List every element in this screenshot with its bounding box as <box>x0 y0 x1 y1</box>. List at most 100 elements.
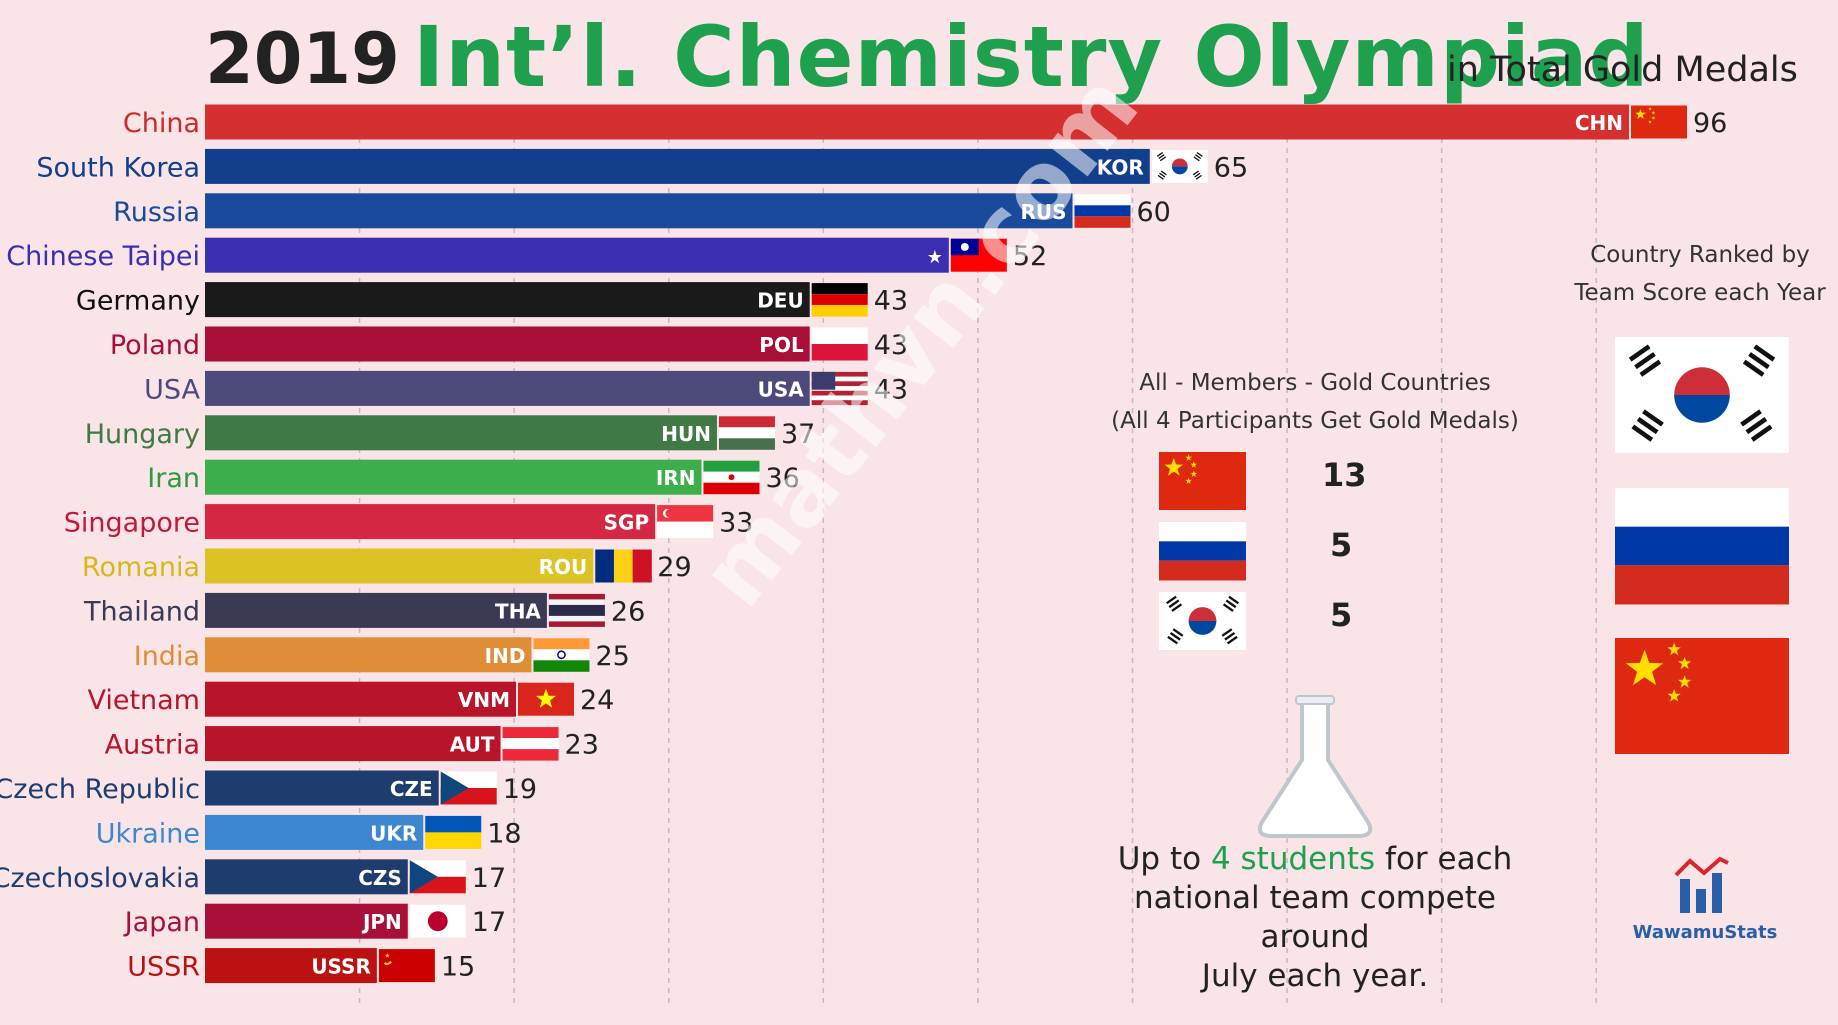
vnm-flag-icon <box>518 682 574 716</box>
bar-row: Czechoslovakia CZS 17 <box>0 859 506 895</box>
country-code-label: CHN <box>1575 111 1623 135</box>
country-code-label: RUS <box>1020 200 1066 224</box>
bar <box>205 814 424 850</box>
bar-row: Thailand THA 26 <box>83 592 645 628</box>
value-label: 15 <box>441 952 475 983</box>
amg-count-chn: 13 <box>1322 456 1367 494</box>
chart-subtitle: in Total Gold Medals <box>1447 50 1798 90</box>
amg-title-line2: (All 4 Participants Get Gold Medals) <box>1111 408 1519 434</box>
bar-row: Ukraine UKR 18 <box>96 814 522 850</box>
rou-flag-icon <box>595 549 652 583</box>
kor-flag-icon <box>1151 149 1208 183</box>
country-code-label: CZS <box>358 866 402 890</box>
country-code-label: AUT <box>450 733 495 757</box>
pol-flag-icon <box>811 327 868 361</box>
country-code-label: THA <box>495 599 541 623</box>
category-label: Singapore <box>64 508 200 539</box>
bar-row: Singapore SGP 33 <box>64 504 753 540</box>
side-caption-line2: Team Score each Year <box>1574 280 1826 306</box>
category-label: Ukraine <box>96 818 200 849</box>
bar-row: Czech Republic CZE 19 <box>0 770 537 806</box>
kor-flag-icon <box>1615 337 1789 453</box>
amg-count-kor: 5 <box>1330 596 1353 634</box>
bar <box>205 903 408 939</box>
bar <box>205 592 547 628</box>
category-label: Iran <box>147 463 200 494</box>
value-label: 23 <box>565 730 599 761</box>
country-code-label: POL <box>759 333 804 357</box>
rus-flag-icon <box>1159 522 1246 581</box>
bar <box>205 548 594 584</box>
rus-flag-icon <box>1615 488 1789 605</box>
country-code-label: ROU <box>539 555 588 579</box>
ind-flag-icon <box>533 638 590 672</box>
category-label: Thailand <box>83 596 200 627</box>
twn-flag-icon <box>950 238 1007 272</box>
country-code-label: USSR <box>311 955 371 979</box>
all-members-gold-title: All - Members - Gold Countries (All 4 Pa… <box>1100 364 1530 440</box>
amg-count-rus: 5 <box>1330 526 1353 564</box>
deu-flag-icon <box>811 283 868 317</box>
note-line1-suffix: for each <box>1375 841 1513 877</box>
note-line1-prefix: Up to <box>1117 841 1211 877</box>
bar-row: Poland POL 43 <box>110 326 908 362</box>
category-label: Czechoslovakia <box>0 863 200 894</box>
value-label: 37 <box>781 419 815 450</box>
value-label: 65 <box>1214 152 1248 183</box>
category-label: China <box>123 108 200 139</box>
category-label: Romania <box>82 552 200 583</box>
bar <box>205 237 949 273</box>
note-line2: national team compete around <box>1134 880 1496 955</box>
value-label: 33 <box>719 508 753 539</box>
bar <box>205 282 810 318</box>
ukr-flag-icon <box>425 815 482 849</box>
hun-flag-icon <box>718 416 775 450</box>
value-label: 26 <box>611 596 645 627</box>
category-label: Hungary <box>85 419 200 450</box>
bar <box>205 726 501 762</box>
bar-row: Austria AUT 23 <box>105 726 599 762</box>
bar-row: Russia RUS 60 <box>113 193 1171 229</box>
bar-row: South Korea KOR 65 <box>36 148 1248 184</box>
irn-flag-icon <box>703 460 760 495</box>
chn-flag-icon <box>1159 452 1246 510</box>
country-code-label: HUN <box>661 422 711 446</box>
country-code-label: DEU <box>757 289 804 313</box>
value-label: 43 <box>874 374 908 405</box>
value-label: 17 <box>472 907 506 938</box>
olympiad-note: Up to 4 students for each national team … <box>1075 840 1555 996</box>
all-members-gold-flags <box>1159 452 1246 650</box>
bar-row: Germany DEU 43 <box>76 282 908 318</box>
category-label: Russia <box>113 197 200 228</box>
bar-row: USA USA 43 <box>144 370 908 406</box>
bar-row: China CHN 96 <box>123 104 1727 140</box>
chart-title: Int’l. Chemistry Olympiad <box>413 8 1650 106</box>
chn-flag-icon <box>1615 638 1789 754</box>
sgp-flag-icon <box>657 505 714 539</box>
kor-flag-icon <box>1159 592 1246 650</box>
star-glyph: ★ <box>927 247 943 268</box>
value-label: 18 <box>487 818 521 849</box>
category-label: USSR <box>127 952 200 983</box>
flask-icon <box>1257 695 1373 838</box>
bar-row: Hungary HUN 37 <box>85 415 815 451</box>
category-label: Japan <box>123 907 200 938</box>
bar <box>205 504 656 540</box>
value-label: 43 <box>874 286 908 317</box>
year-label: 2019 <box>205 18 400 100</box>
bar <box>205 459 702 495</box>
note-highlight: 4 students <box>1210 841 1376 877</box>
rus-flag-icon <box>1074 194 1131 228</box>
country-code-label: JPN <box>361 910 402 934</box>
bar <box>205 415 717 451</box>
bar-row: India IND 25 <box>134 637 630 673</box>
country-code-label: IND <box>485 644 526 668</box>
jpn-flag-icon <box>409 904 466 938</box>
value-label: 19 <box>503 774 537 805</box>
category-label: USA <box>144 374 200 405</box>
category-label: India <box>134 641 200 672</box>
country-code-label: USA <box>758 377 805 401</box>
czs-flag-icon <box>409 860 466 894</box>
country-code-label: UKR <box>370 821 417 845</box>
